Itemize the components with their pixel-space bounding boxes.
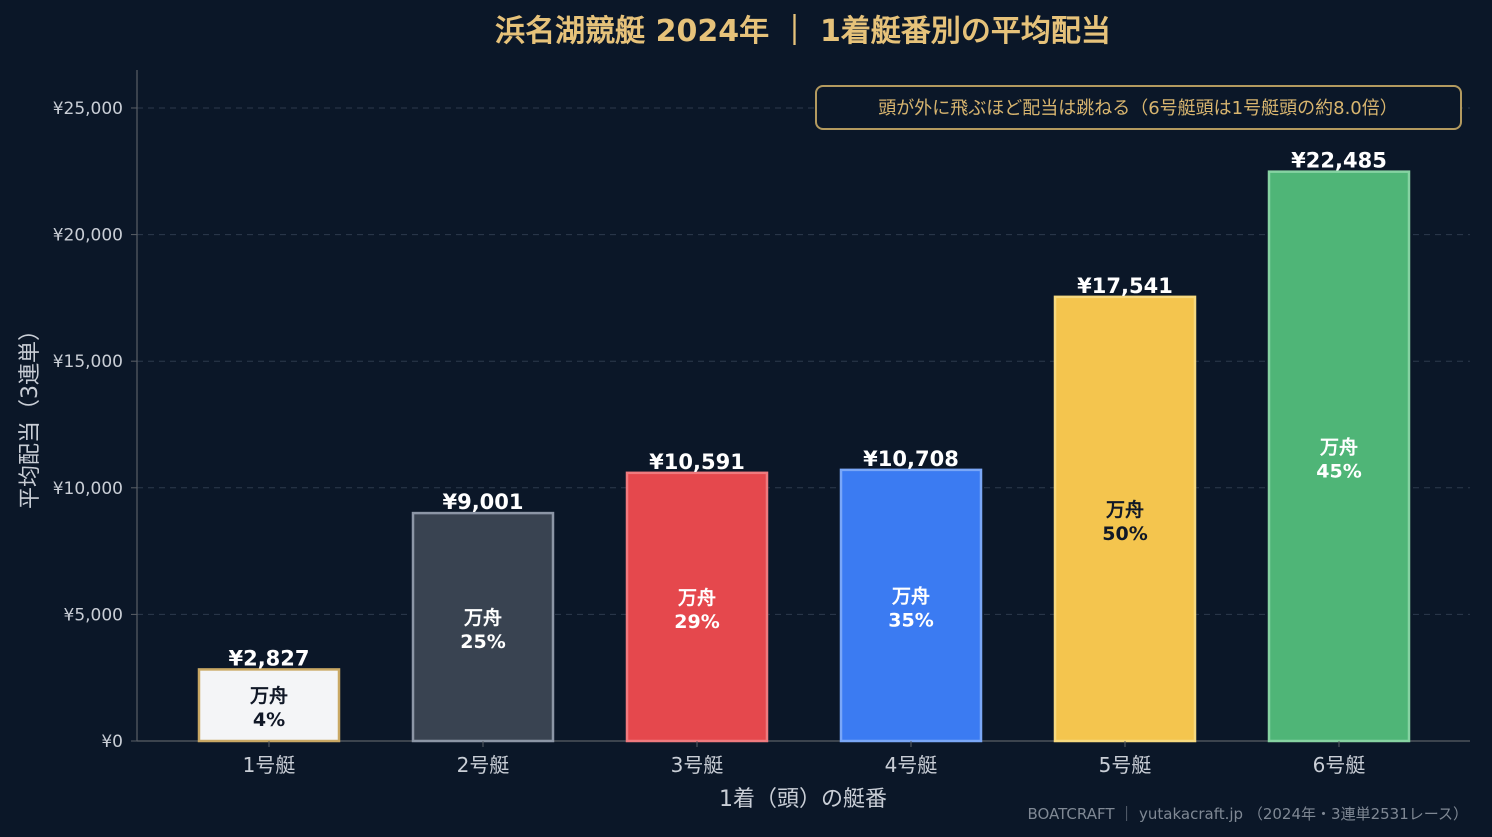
annotation-text: 頭が外に飛ぶほど配当は跳ねる（6号艇頭は1号艇頭の約8.0倍） (878, 98, 1398, 119)
annotation-box (815, 85, 1462, 130)
bar (839, 468, 983, 743)
bar-value-label: ¥9,001 (442, 490, 523, 514)
y-axis-label: 平均配当（3連単） (18, 319, 43, 509)
credit-text: BOATCRAFT ｜ yutakacraft.jp （2024年・3連単253… (1027, 805, 1468, 823)
x-tick-label: 2号艇 (457, 753, 510, 777)
chart-title: 浜名湖競艇 2024年 ｜ 1着艇番別の平均配当 (495, 14, 1111, 49)
bar-value-label: ¥10,708 (863, 447, 959, 471)
bar-inner-title: 万舟 (1105, 498, 1144, 521)
bar-inner-title: 万舟 (463, 606, 502, 629)
bar-value-label: ¥10,591 (649, 450, 745, 474)
x-tick-label: 1号艇 (243, 753, 296, 777)
bar (625, 471, 769, 743)
bar-value-label: ¥17,541 (1077, 274, 1173, 298)
bar-value-label: ¥22,485 (1291, 149, 1387, 173)
bars: ¥2,827万舟4%¥9,001万舟25%¥10,591万舟29%¥10,708… (197, 149, 1411, 743)
bar (1053, 295, 1197, 743)
bar-inner-title: 万舟 (1319, 435, 1358, 458)
x-tick-label: 4号艇 (885, 753, 938, 777)
bar (411, 511, 555, 743)
x-tick-label: 6号艇 (1313, 753, 1366, 777)
x-axis-label: 1着（頭）の艇番 (719, 787, 887, 812)
x-axis-ticks: 1号艇 2号艇 3号艇 4号艇 5号艇 6号艇 (243, 741, 1366, 777)
bar-inner-percent: 29% (674, 611, 719, 633)
y-tick-label: ¥20,000 (53, 226, 123, 246)
bar-inner-percent: 25% (460, 631, 505, 653)
bar (1267, 170, 1411, 743)
y-tick-label: ¥5,000 (64, 605, 123, 625)
bar-inner-title: 万舟 (677, 586, 716, 609)
y-axis-ticks: ¥0 ¥5,000 ¥10,000 ¥15,000 ¥20,000 ¥25,000 (53, 99, 137, 752)
y-tick-label: ¥0 (101, 732, 123, 752)
bar-inner-title: 万舟 (891, 584, 930, 607)
y-tick-label: ¥25,000 (53, 99, 123, 119)
bar-inner-percent: 4% (253, 709, 285, 731)
y-tick-label: ¥10,000 (53, 479, 123, 499)
bar-inner-percent: 35% (888, 609, 933, 631)
bar-inner-title: 万舟 (249, 684, 288, 707)
grid-lines (137, 107, 1470, 615)
bar-inner-percent: 50% (1102, 523, 1147, 545)
bar-inner-percent: 45% (1316, 460, 1361, 482)
x-tick-label: 3号艇 (671, 753, 724, 777)
bar-value-label: ¥2,827 (228, 646, 309, 670)
y-tick-label: ¥15,000 (53, 352, 123, 372)
x-tick-label: 5号艇 (1099, 753, 1152, 777)
